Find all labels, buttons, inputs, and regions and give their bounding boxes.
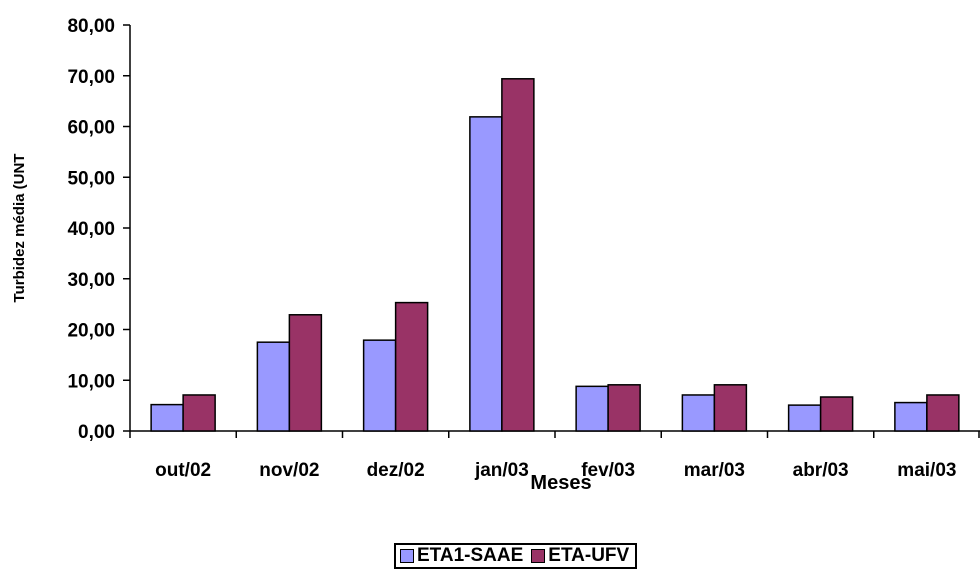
legend-label-eta1-saae: ETA1-SAAE: [417, 545, 524, 566]
bar-eta1-saae-mai-03: [894, 401, 928, 432]
bar-eta-ufv-fev-03: [607, 384, 641, 432]
bar-eta-ufv-jan-03: [501, 78, 535, 432]
legend-item-eta1-saae: ETA1-SAAE: [400, 545, 523, 567]
bar-eta-ufv-mar-03: [713, 384, 748, 432]
bar-chart: 0,00 10,00 20,00 30,00 40,00 50,00 60,00 70,00 8…: [11, 16, 980, 494]
y-tick-label: 50,00: [67, 168, 115, 189]
x-tick-label: mai/03: [897, 460, 956, 481]
x-tick-label: jan/03: [474, 460, 529, 481]
bar-eta1-saae-fev-03: [575, 385, 609, 432]
x-axis-title: Meses: [530, 472, 591, 494]
y-tick-label: 30,00: [67, 270, 115, 291]
y-tick-label: 70,00: [67, 67, 115, 88]
y-tick-label: 40,00: [67, 219, 115, 240]
legend-swatch-eta1-saae: [400, 549, 414, 563]
bars: [150, 78, 960, 432]
bar-eta1-saae-abr-03: [787, 404, 822, 432]
legend-swatch-eta-ufv: [531, 549, 546, 563]
bar-eta-ufv-mai-03: [926, 394, 960, 432]
x-tick-label: out/02: [155, 460, 211, 481]
y-tick-label: 20,00: [67, 321, 115, 342]
x-tick-label: fev/03: [581, 460, 635, 481]
bar-eta1-saae-dez-02: [362, 339, 397, 432]
bar-eta1-saae-mar-03: [681, 394, 716, 432]
y-tick-label: 10,00: [67, 371, 115, 392]
x-tick-label: nov/02: [259, 460, 319, 481]
y-tick-label: 0,00: [78, 422, 115, 443]
bar-eta-ufv-abr-03: [819, 396, 854, 432]
y-axis: 0,00 10,00 20,00 30,00 40,00 50,00 60,00 70,00 8…: [67, 16, 131, 443]
bar-eta1-saae-jan-03: [469, 116, 503, 432]
y-axis-title: Turbidez média (UNT: [11, 154, 28, 303]
bar-eta1-saae-out-02: [150, 403, 184, 432]
y-tick-label: 80,00: [67, 16, 115, 37]
bar-eta1-saae-nov-02: [256, 341, 291, 432]
legend: ETA1-SAAE ETA-UFV: [394, 543, 638, 569]
legend-item-eta-ufv: ETA-UFV: [531, 545, 629, 567]
y-tick-label: 60,00: [67, 118, 115, 139]
x-tick-label: mar/03: [684, 460, 745, 481]
x-tick-label: abr/03: [793, 460, 849, 481]
legend-label-eta-ufv: ETA-UFV: [548, 545, 630, 566]
bar-eta-ufv-out-02: [182, 394, 216, 432]
x-tick-label: dez/02: [367, 460, 425, 481]
bar-eta-ufv-dez-02: [394, 301, 429, 432]
bar-eta-ufv-nov-02: [288, 314, 323, 432]
